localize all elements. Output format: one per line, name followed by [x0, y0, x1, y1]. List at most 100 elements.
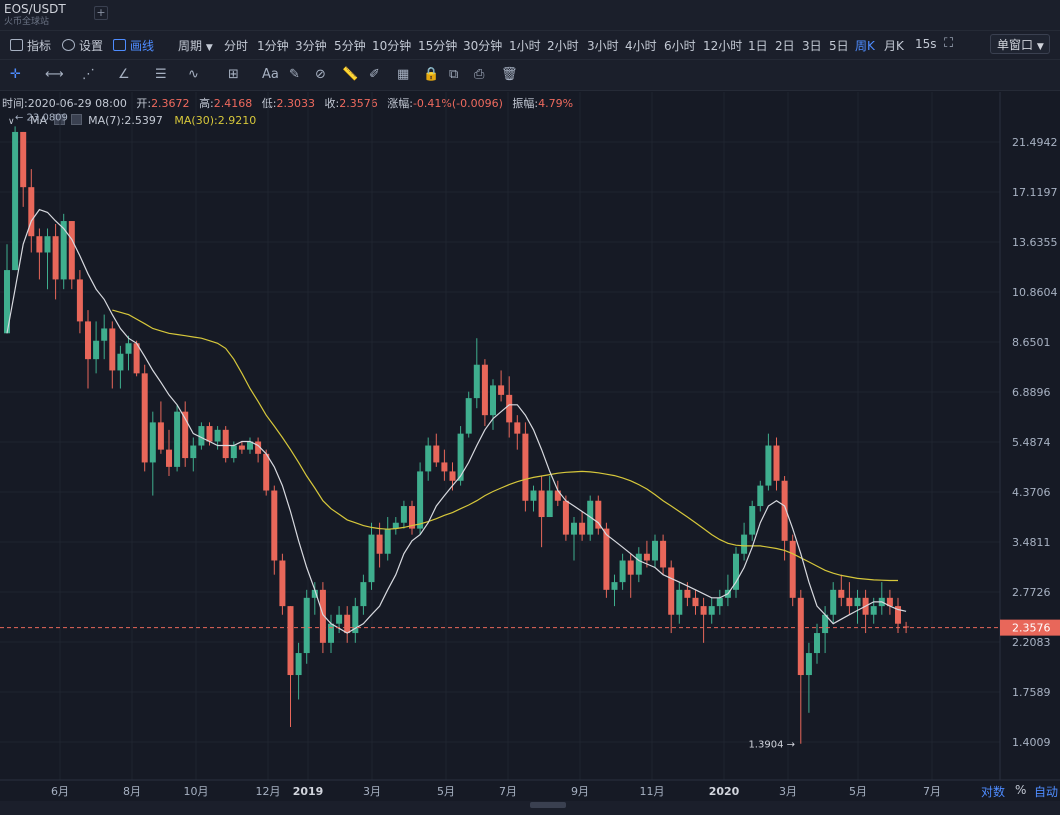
candle-body-5[interactable] — [44, 236, 51, 253]
candle-body-77[interactable] — [627, 560, 634, 575]
candle-body-63[interactable] — [514, 422, 521, 434]
candle-body-88[interactable] — [716, 597, 723, 607]
percent-scale-toggle[interactable]: % — [1015, 783, 1027, 797]
period-option-10[interactable]: 4小时 — [625, 39, 657, 53]
candle-body-100[interactable] — [814, 633, 820, 654]
candle-body-33[interactable] — [271, 490, 278, 561]
candle-body-61[interactable] — [498, 385, 505, 395]
draw-button[interactable]: 画线 — [113, 37, 154, 54]
candle-body-99[interactable] — [805, 653, 812, 676]
candle-body-22[interactable] — [182, 411, 189, 459]
period-option-6[interactable]: 30分钟 — [463, 39, 503, 53]
text-icon[interactable]: Aa — [262, 67, 279, 82]
candle-body-42[interactable] — [344, 614, 351, 634]
candle-body-3[interactable] — [28, 187, 35, 237]
trend-lines-icon[interactable]: ⋰ — [82, 67, 95, 82]
collapse-icon[interactable]: ∨ — [8, 117, 15, 127]
trash-icon[interactable]: 🗑 — [501, 67, 518, 82]
period-option-8[interactable]: 2小时 — [547, 39, 579, 53]
candle-body-68[interactable] — [554, 490, 561, 501]
candle-body-62[interactable] — [506, 394, 513, 423]
period-option-5[interactable]: 15分钟 — [418, 39, 458, 53]
candle-body-10[interactable] — [85, 321, 91, 360]
candle-body-71[interactable] — [579, 522, 586, 535]
candle-body-53[interactable] — [433, 445, 440, 463]
gann-icon[interactable]: ⊘ — [315, 67, 326, 82]
candle-body-57[interactable] — [465, 398, 472, 434]
candle-body-40[interactable] — [328, 623, 334, 643]
shape-icon[interactable]: ⊞ — [228, 67, 239, 82]
candle-body-76[interactable] — [619, 560, 626, 583]
period-option-15[interactable]: 3日 — [802, 39, 822, 53]
period-option-7[interactable]: 1小时 — [509, 39, 541, 53]
candle-body-1[interactable] — [12, 131, 19, 271]
panel-collapse-handle[interactable] — [530, 802, 566, 808]
period-option-12[interactable]: 12小时 — [703, 39, 743, 53]
candle-body-7[interactable] — [60, 221, 67, 280]
period-option-17[interactable]: 周K — [855, 39, 875, 53]
candle-body-70[interactable] — [571, 522, 577, 535]
candle-body-30[interactable] — [247, 441, 253, 450]
period-option-14[interactable]: 2日 — [775, 39, 795, 53]
lock-icon[interactable]: 🔒 — [423, 67, 440, 82]
candle-body-91[interactable] — [741, 534, 748, 554]
candle-body-58[interactable] — [473, 364, 480, 399]
candle-body-75[interactable] — [611, 582, 618, 590]
candle-body-8[interactable] — [68, 221, 75, 280]
period-option-16[interactable]: 5日 — [829, 39, 849, 53]
candle-body-80[interactable] — [652, 540, 658, 561]
candle-body-74[interactable] — [603, 528, 610, 590]
candle-body-4[interactable] — [36, 236, 43, 253]
candle-body-0[interactable] — [4, 270, 10, 334]
candle-body-69[interactable] — [562, 500, 569, 535]
candle-body-38[interactable] — [311, 589, 318, 598]
candle-body-18[interactable] — [149, 422, 156, 463]
candle-body-36[interactable] — [295, 653, 302, 676]
wave-icon[interactable]: ∿ — [188, 67, 199, 82]
candle-body-2[interactable] — [20, 131, 27, 188]
candle-body-66[interactable] — [538, 490, 545, 518]
crosshair-icon[interactable]: ✛ — [10, 67, 21, 82]
candle-body-102[interactable] — [830, 589, 837, 615]
candle-body-52[interactable] — [425, 445, 432, 472]
candle-body-15[interactable] — [125, 343, 132, 354]
brush-icon[interactable]: ✐ — [369, 67, 380, 82]
period-option-3[interactable]: 5分钟 — [334, 39, 366, 53]
period-option-4[interactable]: 10分钟 — [372, 39, 412, 53]
candle-body-54[interactable] — [441, 462, 448, 472]
candle-body-94[interactable] — [765, 445, 772, 486]
candle-body-87[interactable] — [708, 606, 715, 615]
close-icon[interactable] — [70, 114, 82, 125]
candle-body-109[interactable] — [886, 597, 893, 607]
settings-button[interactable]: 设置 — [62, 37, 103, 54]
candle-body-28[interactable] — [230, 445, 237, 459]
candle-body-55[interactable] — [449, 471, 456, 481]
symbol-tab[interactable]: EOS/USDT — [4, 2, 66, 16]
candle-body-81[interactable] — [660, 540, 667, 568]
indicators-button[interactable]: 指标 — [10, 37, 51, 54]
period-option-0[interactable]: 分时 — [224, 39, 249, 53]
candle-body-90[interactable] — [733, 553, 739, 590]
candle-body-17[interactable] — [141, 373, 148, 463]
candle-body-105[interactable] — [854, 597, 861, 607]
candle-body-111[interactable] — [903, 626, 910, 628]
candle-body-83[interactable] — [676, 589, 683, 615]
candle-body-35[interactable] — [287, 606, 294, 676]
candle-body-60[interactable] — [490, 385, 496, 416]
candle-body-19[interactable] — [157, 422, 164, 450]
candle-body-101[interactable] — [822, 614, 829, 634]
candle-body-67[interactable] — [546, 490, 553, 518]
candle-body-95[interactable] — [773, 445, 780, 481]
candle-body-12[interactable] — [101, 328, 108, 341]
candle-body-39[interactable] — [319, 589, 326, 643]
candle-body-65[interactable] — [530, 490, 537, 501]
candle-body-56[interactable] — [457, 433, 464, 481]
candle-body-9[interactable] — [76, 279, 83, 322]
candle-body-32[interactable] — [263, 453, 270, 491]
candle-body-103[interactable] — [838, 589, 845, 598]
candle-body-14[interactable] — [117, 353, 124, 371]
candle-body-84[interactable] — [684, 589, 691, 598]
candle-body-11[interactable] — [93, 340, 100, 360]
candle-body-24[interactable] — [198, 426, 205, 446]
candle-body-34[interactable] — [279, 560, 286, 607]
